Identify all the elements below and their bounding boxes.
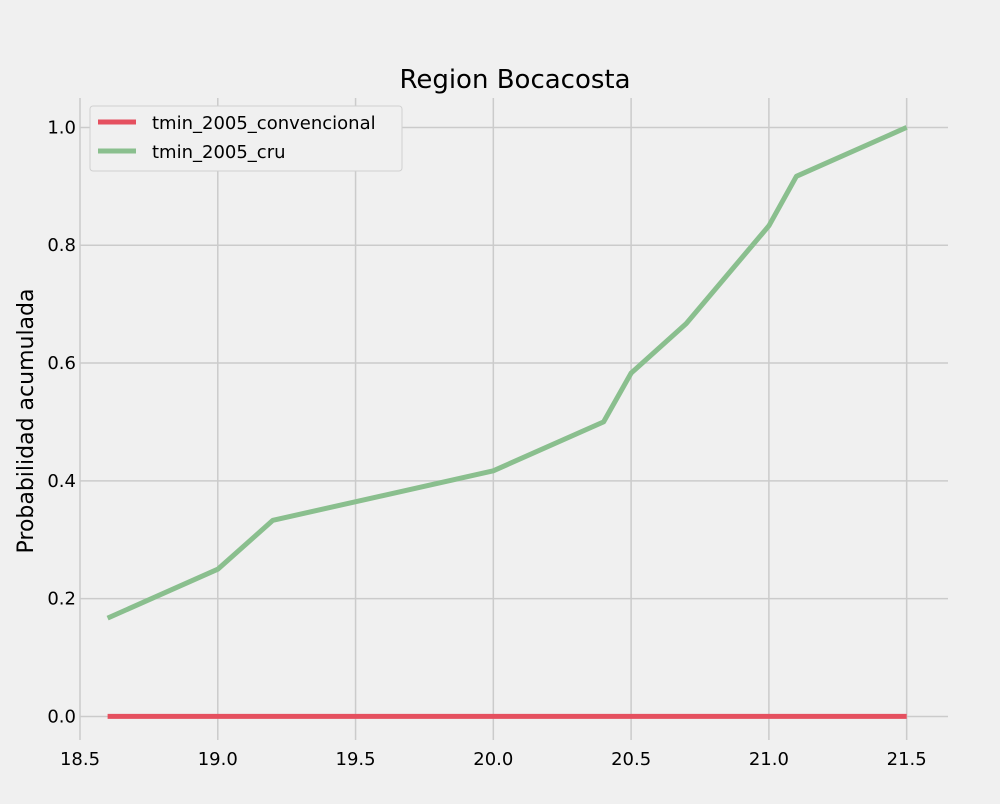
- y-tick-label: 0.2: [47, 589, 76, 610]
- x-tick-label: 21.0: [749, 749, 789, 770]
- x-tick-labels: 18.5 19.0 19.5 20.0 20.5 21.0 21.5: [60, 749, 927, 770]
- x-tick-label: 20.5: [611, 749, 651, 770]
- y-tick-label: 0.8: [47, 235, 76, 256]
- x-tick-label: 21.5: [887, 749, 927, 770]
- x-tick-label: 20.0: [473, 749, 513, 770]
- chart-title: Region Bocacosta: [399, 65, 630, 95]
- y-tick-labels: 0.0 0.2 0.4 0.6 0.8 1.0: [47, 117, 76, 727]
- legend-label: tmin_2005_cru: [152, 142, 286, 163]
- legend-label: tmin_2005_convencional: [152, 113, 376, 134]
- y-tick-label: 0.6: [47, 353, 76, 374]
- series-lines: [106, 125, 908, 719]
- y-tick-label: 0.0: [47, 706, 76, 727]
- x-tick-label: 19.0: [198, 749, 238, 770]
- series-line-tmin_2005_cru: [106, 125, 908, 621]
- x-tick-label: 18.5: [60, 749, 100, 770]
- legend: tmin_2005_convencional tmin_2005_cru: [89, 105, 403, 172]
- y-axis-label: Probabilidad acumulada: [14, 289, 39, 554]
- grid: [79, 98, 948, 740]
- x-tick-label: 19.5: [336, 749, 376, 770]
- y-tick-label: 1.0: [47, 117, 76, 138]
- y-tick-label: 0.4: [47, 471, 76, 492]
- legend-frame: [89, 105, 403, 172]
